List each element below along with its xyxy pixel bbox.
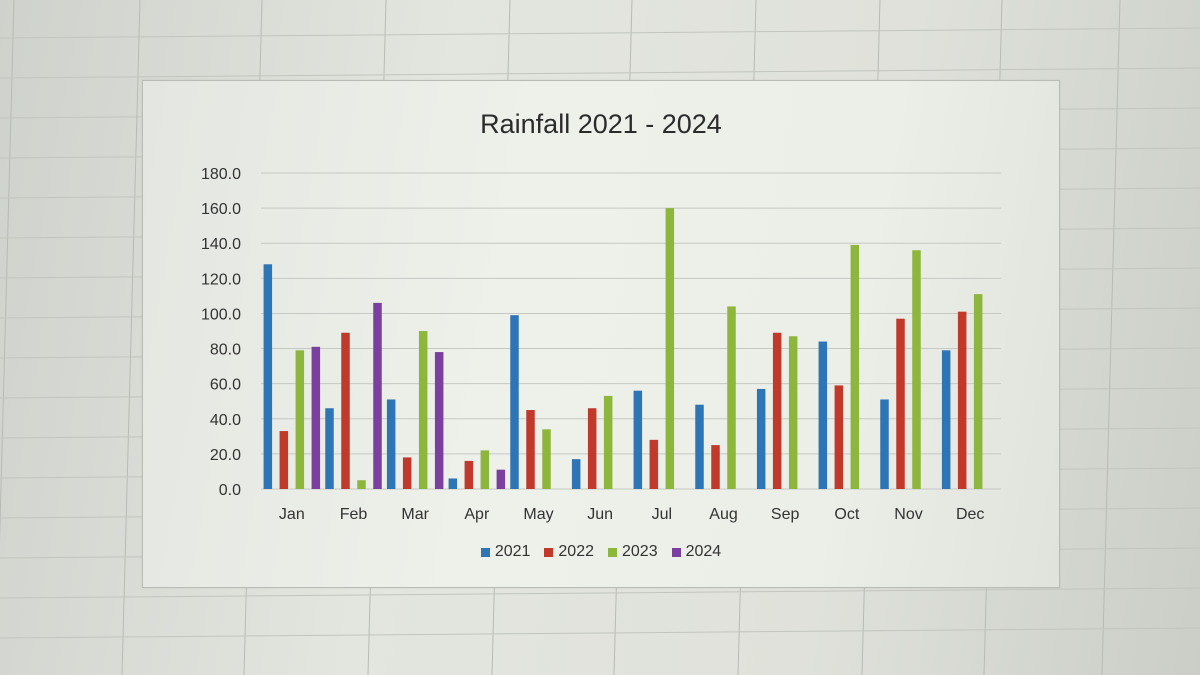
bar-2021-Sep[interactable] xyxy=(756,388,766,489)
bar-2022-Apr[interactable] xyxy=(464,460,474,489)
bar-2022-Mar[interactable] xyxy=(402,457,412,489)
bar-2024-Apr[interactable] xyxy=(496,469,506,489)
bar-2023-Dec[interactable] xyxy=(973,294,983,489)
bar-2022-Aug[interactable] xyxy=(711,445,720,489)
chart-title: Rainfall 2021 - 2024 xyxy=(480,109,722,139)
bar-2023-Jul[interactable] xyxy=(665,208,675,489)
bar-2022-May[interactable] xyxy=(526,410,535,489)
bar-2022-Jul[interactable] xyxy=(649,439,659,489)
sheet-column-line xyxy=(121,0,141,675)
x-tick-label: Feb xyxy=(340,506,368,523)
sheet-row-line xyxy=(0,587,1200,599)
legend-label: 2024 xyxy=(685,543,722,560)
sheet-row-line xyxy=(0,627,1200,639)
x-tick-label: Jun xyxy=(587,506,613,523)
bar-2022-Jun[interactable] xyxy=(587,408,597,489)
y-tick-label: 160.0 xyxy=(201,201,241,218)
x-tick-label: Apr xyxy=(464,506,490,523)
sheet-row-line xyxy=(0,67,1200,79)
bar-2023-Aug[interactable] xyxy=(727,306,736,489)
y-tick-label: 0.0 xyxy=(219,482,241,499)
legend-label: 2023 xyxy=(622,543,658,560)
bar-2021-Oct[interactable] xyxy=(818,341,828,489)
bar-2023-Jun[interactable] xyxy=(603,395,613,489)
chart-legend: 2021 2022 2023 2024 xyxy=(143,543,1059,561)
legend-label: 2021 xyxy=(494,543,531,560)
sheet-column-line xyxy=(1101,0,1121,675)
legend-item-2021: 2021 xyxy=(480,543,531,561)
legend-item-2022: 2022 xyxy=(544,543,594,561)
legend-item-2024: 2024 xyxy=(671,543,722,561)
legend-label: 2022 xyxy=(558,543,594,560)
x-tick-label: Aug xyxy=(709,506,737,523)
legend-swatch xyxy=(480,547,490,557)
bar-2021-Aug[interactable] xyxy=(695,404,704,489)
bar-2021-Mar[interactable] xyxy=(386,399,396,489)
sheet-column-line xyxy=(0,0,15,544)
y-tick-label: 60.0 xyxy=(210,377,241,394)
bar-2024-Jan[interactable] xyxy=(311,346,321,489)
x-tick-label: Nov xyxy=(894,506,922,523)
chart-plot-area: 0.0 20.0 40.0 60.0 80.0 100.0 120.0 140.0 160.0 1… xyxy=(201,166,1001,523)
bar-2022-Feb[interactable] xyxy=(341,332,350,489)
bar-2022-Sep[interactable] xyxy=(772,332,782,489)
bar-2021-Jun[interactable] xyxy=(571,459,581,489)
legend-swatch xyxy=(608,547,617,557)
y-tick-label: 20.0 xyxy=(210,447,241,464)
legend-item-2023: 2023 xyxy=(608,543,658,561)
bar-2021-Jul[interactable] xyxy=(633,390,643,489)
bar-2021-Apr[interactable] xyxy=(448,478,458,489)
y-tick-label: 80.0 xyxy=(210,342,241,359)
bar-2023-Nov[interactable] xyxy=(912,250,921,489)
bar-2024-Mar[interactable] xyxy=(434,352,444,489)
bar-2021-Dec[interactable] xyxy=(941,350,951,489)
bar-2024-Feb[interactable] xyxy=(373,302,382,489)
bar-2022-Oct[interactable] xyxy=(834,385,844,489)
legend-swatch xyxy=(544,547,554,557)
x-tick-label: May xyxy=(523,506,553,523)
bar-2022-Dec[interactable] xyxy=(957,311,967,489)
chart-panel[interactable]: Rainfall 2021 - 2024 0.0 20.0 40.0 60.0 80.0… xyxy=(142,80,1060,588)
legend-swatch xyxy=(671,547,681,557)
y-tick-label: 100.0 xyxy=(201,306,241,323)
y-tick-label: 120.0 xyxy=(201,271,241,288)
bar-2021-Nov[interactable] xyxy=(880,399,889,489)
y-tick-label: 140.0 xyxy=(201,236,241,253)
bar-2023-May[interactable] xyxy=(542,429,551,489)
y-tick-label: 40.0 xyxy=(210,412,241,429)
bar-2023-Feb[interactable] xyxy=(357,480,366,489)
bar-2023-Oct[interactable] xyxy=(850,244,860,489)
bar-2022-Nov[interactable] xyxy=(896,318,905,489)
bar-2023-Sep[interactable] xyxy=(788,336,798,489)
bar-2021-Feb[interactable] xyxy=(325,408,334,489)
x-tick-label: Dec xyxy=(956,506,984,523)
bar-2023-Jan[interactable] xyxy=(295,350,305,489)
sheet-row-line xyxy=(0,27,1200,39)
bar-2021-Jan[interactable] xyxy=(263,264,273,489)
x-tick-label: Oct xyxy=(834,506,859,523)
x-tick-label: Mar xyxy=(401,506,429,523)
bar-2021-May[interactable] xyxy=(510,315,519,489)
x-tick-label: Jul xyxy=(652,506,672,523)
x-tick-label: Jan xyxy=(279,506,305,523)
y-tick-label: 180.0 xyxy=(201,166,241,183)
bar-2022-Jan[interactable] xyxy=(279,431,289,489)
x-tick-label: Sep xyxy=(771,506,800,523)
bar-2023-Apr[interactable] xyxy=(480,450,490,489)
bar-2023-Mar[interactable] xyxy=(418,331,428,489)
